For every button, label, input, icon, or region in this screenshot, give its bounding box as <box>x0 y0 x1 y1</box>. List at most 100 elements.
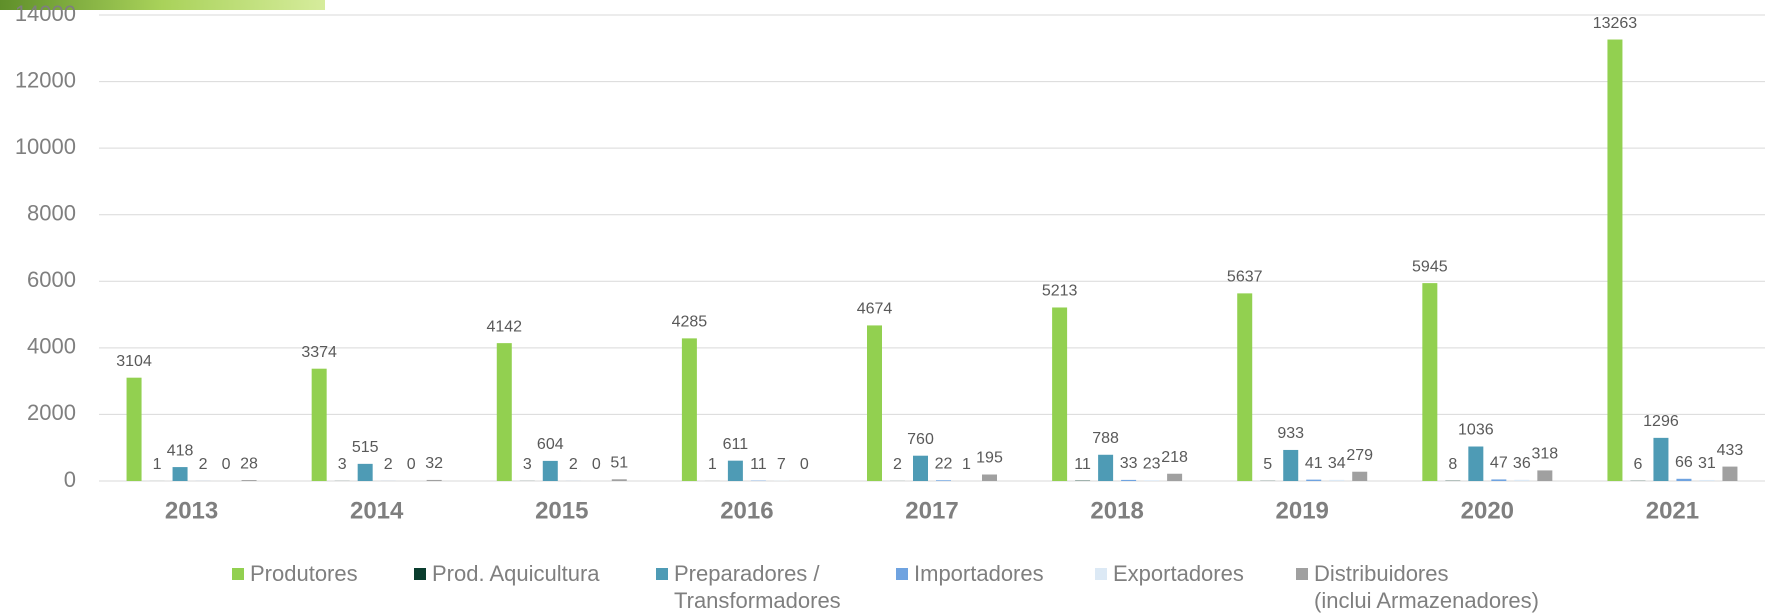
data-label: 28 <box>240 455 258 472</box>
data-label: 66 <box>1675 454 1693 471</box>
bar <box>1468 447 1483 481</box>
x-tick-label: 2016 <box>720 497 773 524</box>
y-tick-label: 12000 <box>15 67 76 92</box>
bar <box>913 456 928 481</box>
data-label: 11 <box>1074 456 1091 473</box>
data-label: 760 <box>907 431 934 448</box>
legend-item: Prod. Aquicultura <box>432 560 600 587</box>
x-tick-label: 2014 <box>350 497 404 524</box>
bar <box>682 338 697 481</box>
bar <box>543 461 558 481</box>
data-label: 0 <box>592 456 601 473</box>
data-label: 195 <box>976 450 1003 467</box>
bar <box>1422 283 1437 481</box>
data-label: 2 <box>199 456 208 473</box>
x-tick-label: 2019 <box>1276 497 1329 524</box>
data-label: 1 <box>153 456 162 473</box>
bar <box>127 378 142 481</box>
data-label: 3 <box>523 456 532 473</box>
bar <box>1237 293 1252 481</box>
bar <box>242 480 257 481</box>
data-label: 5945 <box>1412 258 1448 275</box>
bar <box>1121 480 1136 481</box>
legend-item: Preparadores / Transformadores <box>674 560 841 614</box>
data-label: 7 <box>777 456 786 473</box>
data-label: 3 <box>338 456 347 473</box>
data-label: 1 <box>708 456 717 473</box>
data-label: 0 <box>407 456 416 473</box>
legend-swatch <box>896 568 908 580</box>
data-label: 1 <box>962 456 971 473</box>
data-label: 604 <box>537 436 564 453</box>
y-tick-label: 4000 <box>27 334 76 359</box>
data-label: 6 <box>1633 456 1642 473</box>
bar <box>1676 479 1691 481</box>
data-label: 5 <box>1263 456 1272 473</box>
data-label: 788 <box>1092 430 1119 447</box>
legend-item: Produtores <box>250 560 358 587</box>
bar <box>358 464 373 481</box>
data-label: 933 <box>1277 425 1304 442</box>
data-label: 11 <box>750 456 767 473</box>
data-label: 4285 <box>672 314 708 331</box>
data-label: 1296 <box>1643 413 1679 430</box>
y-tick-label: 6000 <box>27 267 76 292</box>
data-label: 218 <box>1161 449 1188 466</box>
bar <box>1607 40 1622 481</box>
x-tick-label: 2013 <box>165 497 218 524</box>
legend-item: Importadores <box>914 560 1044 587</box>
data-label: 1036 <box>1458 422 1494 439</box>
bar <box>1722 467 1737 481</box>
bar <box>173 467 188 481</box>
bar <box>936 480 951 481</box>
data-label: 3374 <box>301 344 337 361</box>
bar <box>1537 470 1552 481</box>
bar <box>1491 479 1506 481</box>
bar <box>1306 480 1321 481</box>
data-label: 51 <box>610 455 628 472</box>
legend-swatch <box>232 568 244 580</box>
x-tick-label: 2017 <box>905 497 958 524</box>
y-tick-label: 0 <box>64 467 76 492</box>
data-label: 4674 <box>857 301 893 318</box>
legend-swatch <box>1095 568 1107 580</box>
legend-label: Produtores <box>250 560 358 587</box>
legend-swatch <box>414 568 426 580</box>
data-label: 0 <box>800 456 809 473</box>
bar <box>1352 472 1367 481</box>
bar <box>1699 480 1714 481</box>
bar <box>1653 438 1668 481</box>
bar <box>312 369 327 481</box>
data-label: 8 <box>1448 456 1457 473</box>
bar <box>1514 480 1529 481</box>
bar <box>1283 450 1298 481</box>
data-label: 515 <box>352 439 379 456</box>
data-label: 433 <box>1717 442 1744 459</box>
data-label: 0 <box>222 456 231 473</box>
bar <box>982 475 997 481</box>
y-tick-label: 14000 <box>15 1 76 26</box>
data-label: 34 <box>1328 455 1346 472</box>
chart: 0200040006000800010000120001400020133104… <box>0 0 1769 560</box>
data-label: 611 <box>723 436 749 453</box>
y-tick-label: 2000 <box>27 400 76 425</box>
bar <box>728 461 743 481</box>
data-label: 279 <box>1346 447 1373 464</box>
data-label: 23 <box>1143 455 1161 472</box>
legend-item: Distribuidores (inclui Armazenadores) <box>1314 560 1539 614</box>
bar <box>1098 455 1113 481</box>
legend: Produtores Prod. Aquicultura Preparadores … <box>0 560 1769 611</box>
data-label: 31 <box>1698 455 1716 472</box>
bar <box>1144 480 1159 481</box>
data-label: 47 <box>1490 455 1508 472</box>
bar <box>1167 474 1182 481</box>
data-label: 4142 <box>486 318 522 335</box>
legend-label: Preparadores / Transformadores <box>674 560 841 614</box>
bar <box>867 325 882 481</box>
data-label: 33 <box>1120 455 1138 472</box>
data-label: 418 <box>167 442 194 459</box>
bar <box>427 480 442 481</box>
bar <box>1329 480 1344 481</box>
data-label: 2 <box>384 456 393 473</box>
data-label: 5637 <box>1227 269 1263 286</box>
